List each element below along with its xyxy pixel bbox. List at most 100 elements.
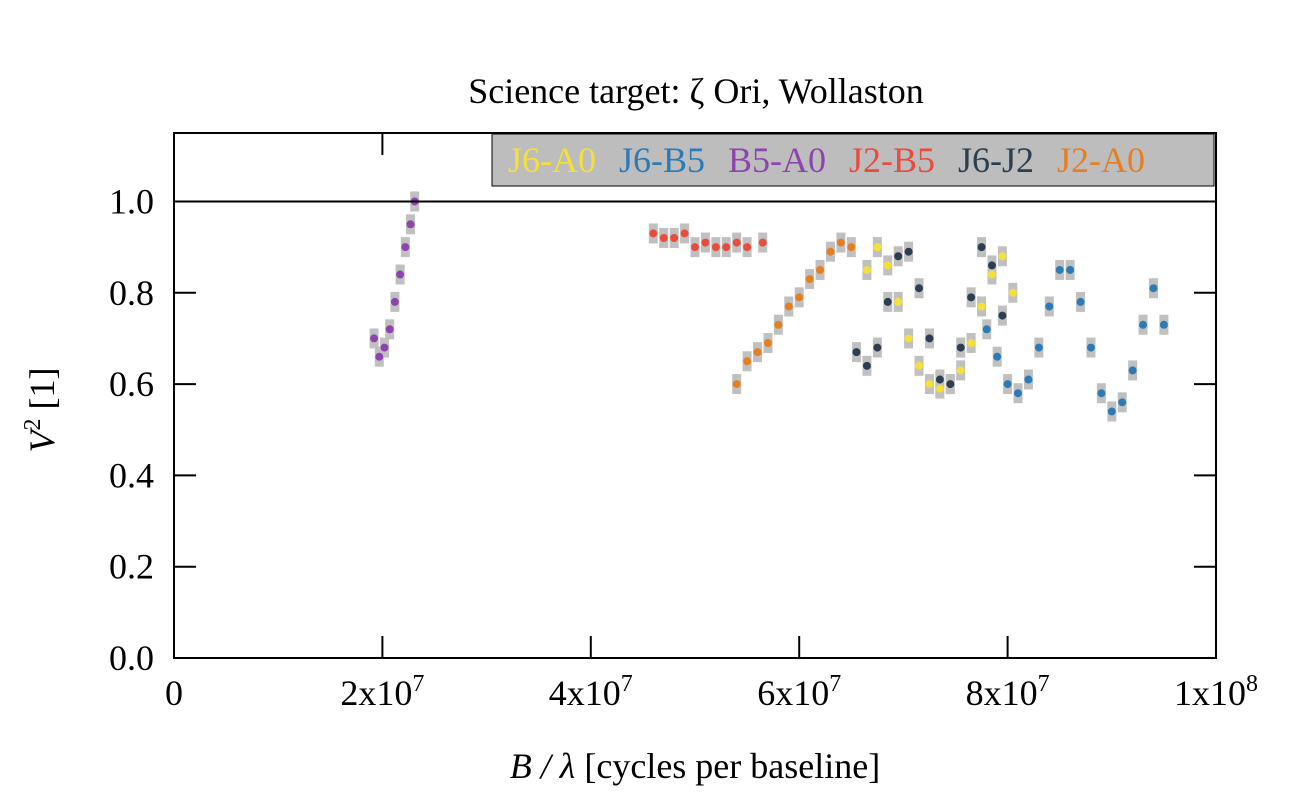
x-axis-label: B / λ [cycles per baseline] bbox=[510, 746, 880, 786]
data-point bbox=[1066, 265, 1075, 274]
data-point bbox=[1139, 320, 1148, 329]
data-point bbox=[873, 243, 882, 252]
x-tick-label: 8x107 bbox=[966, 671, 1050, 713]
data-point bbox=[743, 243, 752, 252]
y-axis-label-symbol: V bbox=[22, 426, 62, 452]
y-tick-label: 0.0 bbox=[109, 638, 154, 678]
x-tick-label-base: 8x10 bbox=[966, 673, 1038, 713]
data-point bbox=[1097, 389, 1106, 398]
legend-entry-J6-A0: J6-A0 bbox=[508, 140, 596, 180]
data-point bbox=[743, 357, 752, 366]
data-point bbox=[925, 334, 934, 343]
legend-box bbox=[491, 133, 1215, 187]
legend-entry-J2-B5: J2-B5 bbox=[849, 140, 935, 180]
data-point bbox=[915, 361, 924, 370]
plot-area bbox=[173, 132, 1217, 659]
chart-title: Science target: ζ Ori, Wollaston bbox=[468, 71, 924, 111]
x-tick-label-exponent: 7 bbox=[621, 671, 633, 697]
data-point bbox=[691, 243, 699, 252]
x-tick-label-exponent: 7 bbox=[412, 671, 424, 697]
data-point bbox=[1149, 284, 1158, 293]
legend-entry-J2-A0: J2-A0 bbox=[1057, 140, 1145, 180]
data-point bbox=[1008, 288, 1017, 297]
data-point bbox=[732, 238, 741, 247]
data-point bbox=[753, 348, 762, 357]
series-J6-B5 bbox=[982, 265, 1168, 416]
x-tick-label: 4x107 bbox=[549, 671, 633, 713]
data-point bbox=[680, 229, 689, 238]
data-point bbox=[396, 270, 405, 279]
axes: 0 2x107 4x107 6x107 8x107 1x1080.00.20.40.60.… bbox=[109, 133, 1258, 713]
data-point bbox=[883, 297, 892, 306]
data-point bbox=[375, 352, 384, 361]
data-point bbox=[967, 339, 976, 347]
data-point bbox=[805, 275, 814, 284]
x-tick-label: 0 bbox=[165, 673, 183, 713]
data-point bbox=[380, 343, 389, 352]
data-point bbox=[826, 247, 835, 256]
y-tick-label: 0.8 bbox=[109, 273, 154, 313]
data-point bbox=[401, 243, 410, 252]
y-tick-label: 0.4 bbox=[109, 455, 154, 495]
data-point bbox=[904, 247, 913, 256]
legend-entry-J6-J2: J6-J2 bbox=[958, 140, 1034, 180]
y-axis-label-superscript: 2 bbox=[20, 418, 46, 430]
data-point bbox=[1076, 297, 1085, 306]
data-point bbox=[883, 261, 892, 270]
y-axis-label-text: [1] bbox=[22, 368, 62, 419]
legend-entry-B5-A0: B5-A0 bbox=[728, 140, 826, 180]
x-tick-label-base: 2x10 bbox=[340, 673, 412, 713]
x-axis-label-symbol: B / λ bbox=[510, 746, 576, 786]
data-point bbox=[1024, 375, 1033, 384]
x-tick-label-exponent: 8 bbox=[1246, 671, 1258, 697]
y-axis-label: V2 [1] bbox=[20, 368, 62, 453]
data-point bbox=[1107, 407, 1116, 416]
data-point bbox=[385, 325, 394, 334]
data-point bbox=[370, 334, 379, 343]
data-point bbox=[935, 375, 944, 384]
data-point bbox=[956, 343, 965, 352]
data-point bbox=[1034, 343, 1043, 352]
x-tick-label: 2x107 bbox=[340, 671, 424, 713]
data-point bbox=[406, 220, 415, 229]
data-point bbox=[701, 238, 710, 247]
plot-frame bbox=[173, 132, 1217, 659]
y-tick-label: 0.2 bbox=[109, 547, 154, 587]
data-point bbox=[1014, 389, 1023, 398]
data-point bbox=[915, 284, 924, 293]
data-point bbox=[862, 265, 871, 274]
legend-entry-J6-B5: J6-B5 bbox=[619, 140, 705, 180]
data-point bbox=[722, 243, 731, 252]
data-point bbox=[774, 320, 783, 329]
data-point bbox=[946, 380, 955, 389]
data-point bbox=[935, 384, 944, 393]
series-J6-J2 bbox=[852, 243, 1007, 389]
data-point bbox=[732, 380, 741, 389]
data-point bbox=[925, 380, 934, 389]
data-point bbox=[1003, 380, 1012, 389]
data-point bbox=[967, 293, 976, 302]
x-tick-label-base: 1x10 bbox=[1174, 673, 1246, 713]
data-point bbox=[1086, 343, 1095, 352]
data-point bbox=[873, 343, 882, 352]
data-point bbox=[763, 339, 772, 347]
data-point bbox=[795, 293, 804, 302]
legend: J6-A0 J6-B5 B5-A0 J2-B5 J6-J2 J2-A0 bbox=[491, 133, 1215, 187]
x-tick-label: 1x108 bbox=[1174, 671, 1258, 713]
data-point bbox=[1055, 265, 1064, 274]
x-tick-label: 6x107 bbox=[757, 671, 841, 713]
data-point bbox=[987, 261, 996, 270]
data-point bbox=[956, 366, 965, 375]
x-tick-label-base: 4x10 bbox=[549, 673, 621, 713]
x-axis-label-text: [cycles per baseline] bbox=[575, 746, 880, 786]
data-point bbox=[977, 243, 986, 252]
data-point bbox=[987, 270, 996, 279]
data-point bbox=[784, 302, 793, 311]
data-point bbox=[670, 234, 679, 242]
data-point bbox=[390, 297, 399, 306]
series-J2-B5 bbox=[649, 229, 767, 252]
x-tick-label-exponent: 7 bbox=[1038, 671, 1050, 697]
data-point bbox=[847, 243, 856, 252]
data-point bbox=[862, 361, 871, 370]
